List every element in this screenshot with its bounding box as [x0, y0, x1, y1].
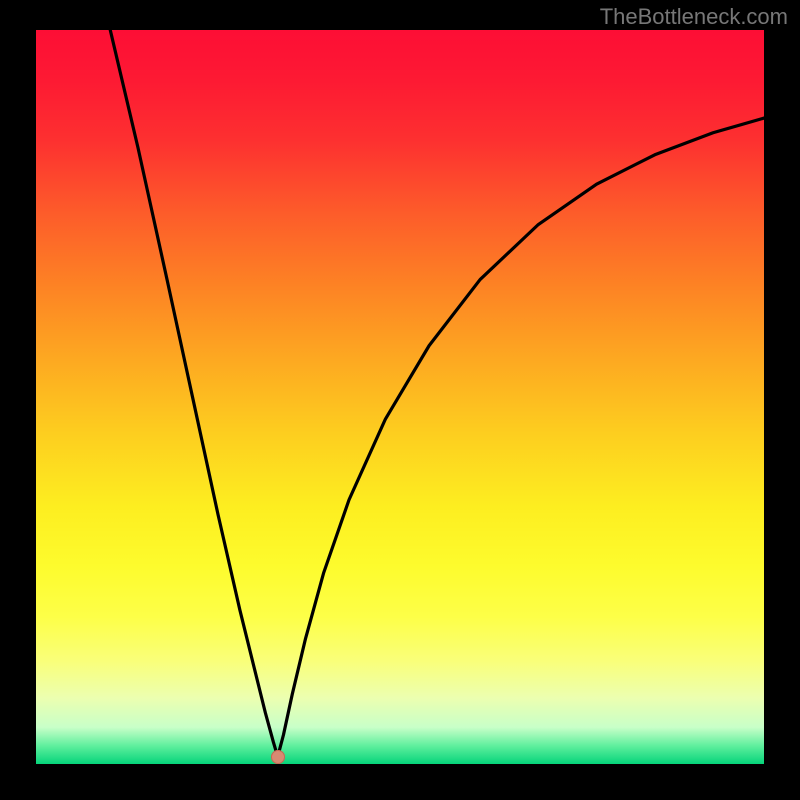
chart-container: TheBottleneck.com: [0, 0, 800, 800]
bottleneck-curve: [36, 30, 764, 764]
watermark-text: TheBottleneck.com: [600, 4, 788, 30]
optimum-marker: [271, 750, 285, 764]
plot-area: [36, 30, 764, 764]
plot-frame: [36, 30, 764, 764]
